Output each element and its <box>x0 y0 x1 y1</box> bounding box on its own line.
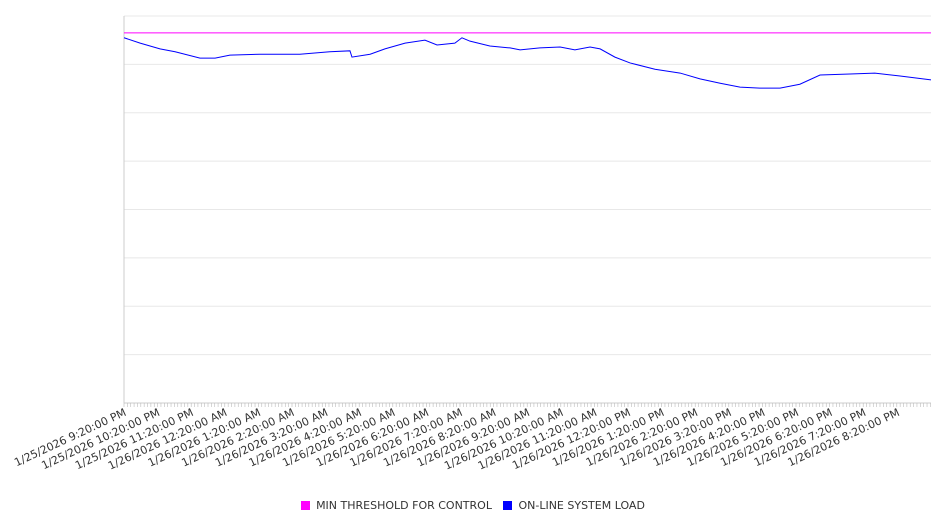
legend-label: ON-LINE SYSTEM LOAD <box>518 499 645 512</box>
legend-item-system-load[interactable]: ON-LINE SYSTEM LOAD <box>503 499 645 512</box>
series-group <box>123 32 932 89</box>
system-load-line <box>123 37 932 89</box>
x-minor-ticks <box>123 403 931 407</box>
legend-item-threshold[interactable]: MIN THRESHOLD FOR CONTROL <box>301 499 492 512</box>
legend: MIN THRESHOLD FOR CONTROL ON-LINE SYSTEM… <box>0 499 946 513</box>
legend-swatch <box>301 501 311 510</box>
x-tick-labels: 1/25/2026 9:20:00 PM1/25/2026 10:20:00 P… <box>12 406 901 473</box>
grid-lines <box>124 15 931 356</box>
legend-swatch <box>503 501 513 510</box>
legend-label: MIN THRESHOLD FOR CONTROL <box>316 499 492 512</box>
